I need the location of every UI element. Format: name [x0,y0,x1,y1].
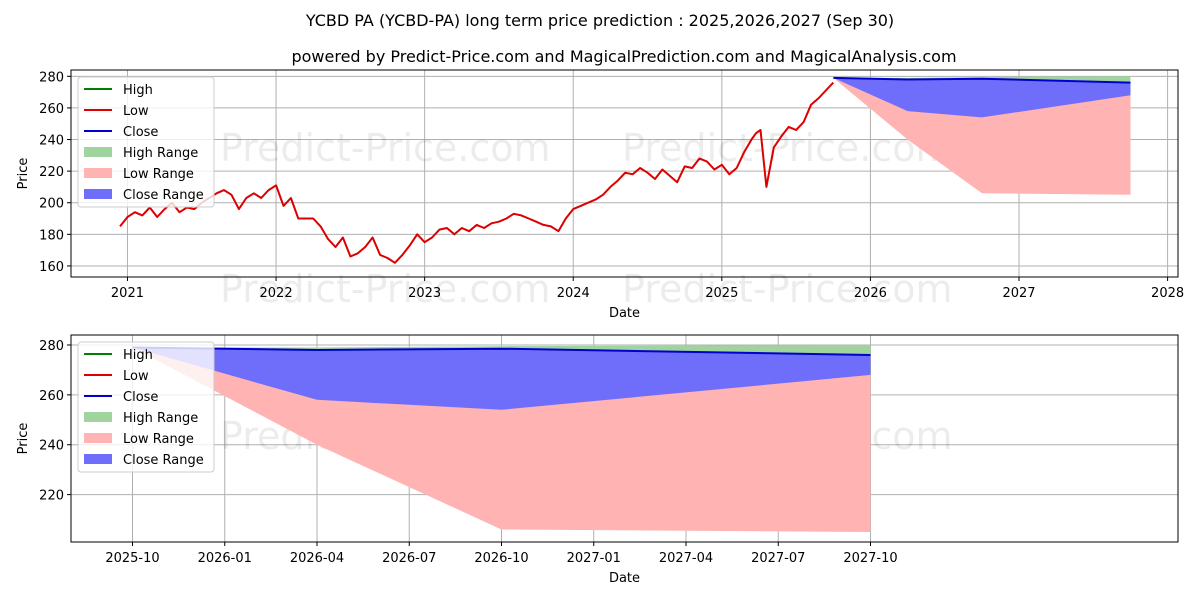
legend-label: High Range [123,146,198,161]
x-tick-label: 2027-04 [659,551,713,566]
legend: High Low Close High Range Low Range Close Ran… [77,76,215,208]
legend-swatch-high-range [84,412,112,422]
bottom-chart-panel: Predict-Price.comPredict-Price.com2025-1… [16,334,1179,586]
legend-swatch-close-range [84,189,112,199]
y-tick-label: 260 [39,102,64,117]
axes-frame [70,69,1179,278]
x-tick-label: 2024 [557,286,590,301]
y-tick-label: 220 [39,489,64,504]
low-price-line [119,81,835,264]
top-chart-panel: Predict-Price.com Predict-Price.com Predic… [16,69,1184,321]
x-tick-label: 2022 [260,286,293,301]
legend-swatch-low-range [84,433,112,443]
y-tick-label: 180 [39,228,64,243]
x-tick-label: 2027-10 [843,551,897,566]
x-tick-label: 2026-01 [198,551,252,566]
watermark-text: Predict-Price.com [220,267,551,311]
x-axis-label: Date [609,571,640,586]
y-tick-label: 220 [39,165,64,180]
x-tick-label: 2026-10 [474,551,528,566]
y-tick-label: 240 [39,134,64,149]
legend-label: High [123,83,153,98]
legend-label: Close [123,390,158,405]
y-tick-label: 240 [39,439,64,454]
legend-swatch-high-range [84,147,112,157]
y-tick-label: 160 [39,260,64,275]
x-tick-label: 2027 [1002,286,1035,301]
x-tick-label: 2026-07 [382,551,436,566]
x-axis-label: Date [609,306,640,321]
x-tick-label: 2025-10 [105,551,159,566]
legend-label: Close Range [123,453,204,468]
x-tick-label: 2026-04 [290,551,344,566]
chart-subtitle: powered by Predict-Price.com and Magical… [291,47,956,66]
close-range-band [833,77,1131,118]
y-tick-label: 280 [39,70,64,85]
plot-area [132,345,871,532]
legend-swatch-low-range [84,168,112,178]
legend-label: Low [123,369,149,384]
close-forecast-line [833,76,1131,84]
legend-label: High [123,348,153,363]
axes-frame [70,334,1179,543]
y-axis-label: Price [16,158,31,190]
legend-label: High Range [123,411,198,426]
legend-label: Close Range [123,188,204,203]
close-range-band [132,347,871,410]
watermark-text: Predict-Price.com [622,267,953,311]
x-tick-label: 2023 [408,286,441,301]
x-tick-label: 2027-01 [567,551,621,566]
legend: High Low Close High Range Low Range Close Ran… [77,341,215,473]
x-tick-label: 2021 [111,286,144,301]
y-tick-label: 260 [39,389,64,404]
legend-swatch-close-range [84,454,112,464]
x-tick-label: 2027-07 [751,551,805,566]
chart-title: YCBD PA (YCBD-PA) long term price predic… [305,11,894,30]
legend-label: Low Range [123,167,194,182]
y-tick-label: 200 [39,197,64,212]
y-axis-label: Price [16,423,31,455]
x-tick-label: 2025 [705,286,738,301]
close-forecast-line [132,346,871,356]
high-range-band [132,345,871,355]
x-tick-label: 2026 [854,286,887,301]
high-range-band [833,76,1131,83]
y-tick-label: 280 [39,339,64,354]
watermark-text: Predict-Price.com [220,126,551,170]
x-tick-label: 2028 [1151,286,1184,301]
legend-label: Low [123,104,149,119]
plot-area [119,76,1131,264]
legend-label: Close [123,125,158,140]
legend-label: Low Range [123,432,194,447]
watermark-text: Predict-Price.com [622,126,953,170]
